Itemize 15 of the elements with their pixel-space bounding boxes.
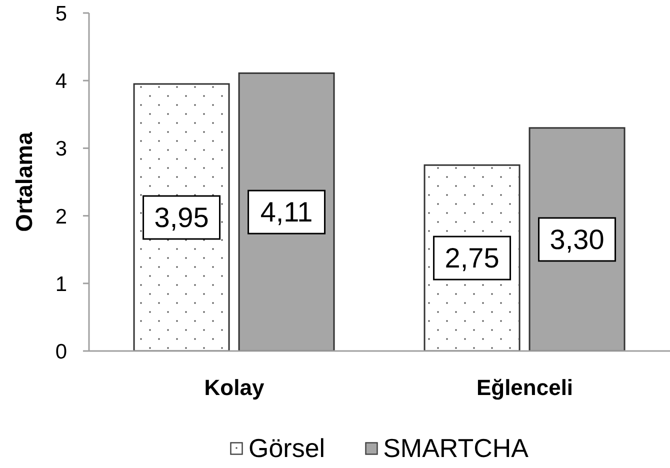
y-axis-title: Ortalama xyxy=(11,132,38,232)
legend-label: Görsel xyxy=(248,433,326,463)
y-tick-label: 2 xyxy=(55,205,67,228)
y-tick-label: 0 xyxy=(55,340,67,364)
data-label: 3,95 xyxy=(154,202,209,233)
data-label: 4,11 xyxy=(260,196,313,228)
y-tick-label: 5 xyxy=(55,2,67,26)
data-label: 3,30 xyxy=(550,224,604,255)
x-tick-label: Kolay xyxy=(204,375,265,400)
y-tick-label: 1 xyxy=(55,272,67,296)
y-tick-label: 3 xyxy=(55,138,67,161)
legend-label: SMARTCHA xyxy=(383,433,528,463)
y-tick-label: 4 xyxy=(55,70,68,94)
data-label: 2,75 xyxy=(444,242,500,274)
x-tick-label: Eğlenceli xyxy=(476,375,574,400)
